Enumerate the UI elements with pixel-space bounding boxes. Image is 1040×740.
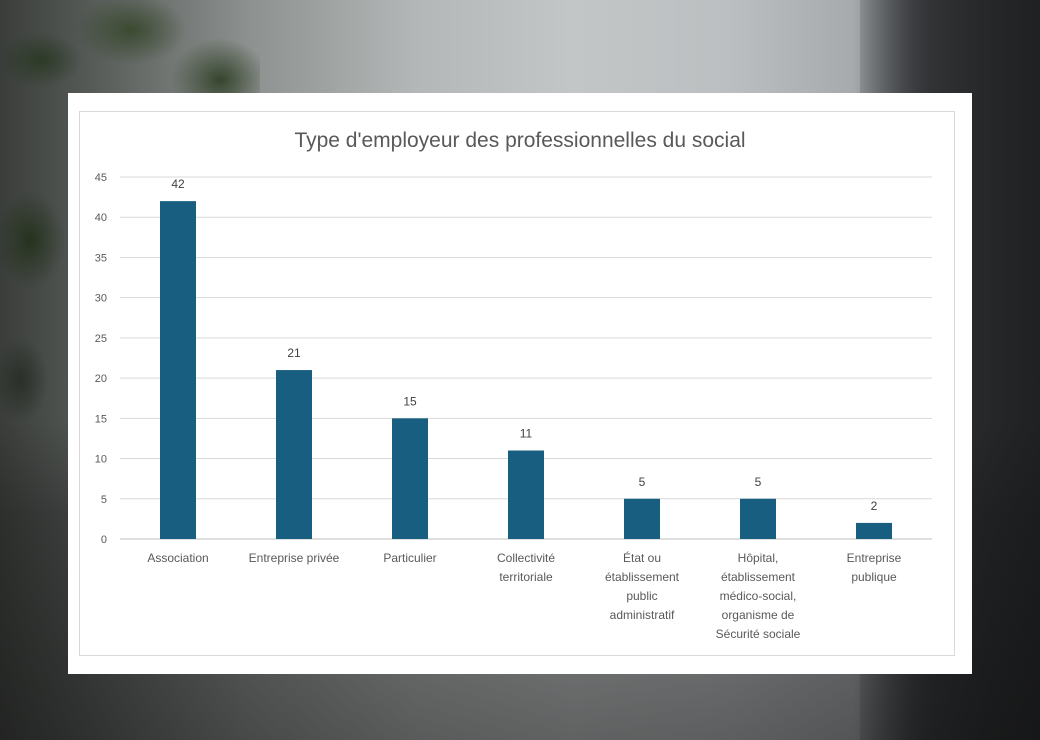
- y-tick-label: 0: [101, 534, 107, 546]
- data-label: 5: [755, 475, 762, 489]
- bar: [856, 522, 892, 539]
- bar: [160, 201, 196, 539]
- y-tick-label: 40: [95, 212, 107, 224]
- y-tick-label: 20: [95, 373, 107, 385]
- chart-title: Type d'employeur des professionnelles du…: [294, 129, 746, 152]
- data-label: 2: [871, 499, 878, 513]
- x-tick-label: Association: [147, 551, 208, 565]
- y-tick-label: 25: [95, 333, 107, 345]
- y-tick-label: 30: [95, 293, 107, 305]
- chart-card: Type d'employeur des professionnelles du…: [68, 93, 972, 674]
- x-tick-label: Particulier: [383, 551, 436, 565]
- x-tick-label: Hôpital, établissement médico-social, organ…: [716, 551, 801, 641]
- chart-frame: [79, 111, 955, 656]
- bar: [740, 498, 776, 539]
- data-label: 42: [171, 177, 185, 191]
- data-label: 11: [520, 427, 533, 441]
- data-label: 5: [639, 475, 646, 489]
- y-tick-label: 5: [101, 494, 107, 506]
- data-label: 21: [287, 346, 301, 360]
- y-tick-label: 15: [95, 413, 107, 425]
- data-label: 15: [403, 394, 417, 408]
- y-tick-label: 10: [95, 454, 107, 466]
- bar: [624, 498, 660, 539]
- x-tick-label: État ou établissement public administratif: [605, 550, 680, 622]
- bar: [276, 370, 312, 539]
- x-tick-label: Entreprise publique: [847, 551, 902, 584]
- y-tick-label: 45: [95, 172, 107, 184]
- y-tick-label: 35: [95, 252, 107, 264]
- bar: [392, 418, 428, 539]
- x-tick-label: Entreprise privée: [249, 551, 340, 565]
- x-tick-label: Collectivité territoriale: [497, 551, 555, 584]
- bar: [508, 450, 544, 539]
